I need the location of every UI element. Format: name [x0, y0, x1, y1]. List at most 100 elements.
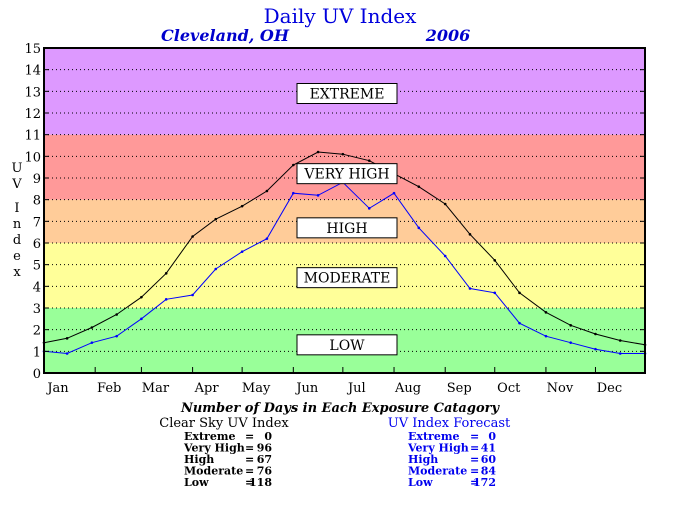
y-axis-label-letter: e [13, 249, 21, 264]
x-tick-label: Jan [45, 381, 69, 396]
data-point [214, 217, 218, 221]
x-tick-label: Mar [142, 381, 170, 396]
data-point [417, 226, 421, 230]
data-point [191, 235, 194, 238]
data-point [140, 295, 143, 299]
summary-row-equals: = [470, 442, 479, 455]
y-tick-label: 11 [24, 129, 41, 144]
data-point [544, 334, 548, 338]
y-tick-label: 12 [24, 107, 41, 122]
band-label-text: MODERATE [304, 271, 391, 287]
chart-title: Daily UV Index [264, 4, 417, 28]
summary-table: Number of Days in Each Exposure Catagory… [159, 401, 511, 489]
summary-row-equals: = [245, 476, 254, 489]
data-point [316, 194, 320, 197]
summary-row-value: 0 [264, 430, 272, 443]
summary-row-label: Extreme [184, 430, 235, 443]
data-point [544, 311, 548, 314]
plot-frame [43, 47, 646, 374]
y-axis-label-letter: n [13, 217, 22, 232]
chart-location: Cleveland, OH [161, 26, 290, 45]
summary-row-label: Low [184, 476, 209, 489]
data-point [115, 313, 118, 316]
band-label-box [296, 334, 398, 356]
summary-row-equals: = [470, 465, 479, 478]
x-tick-label: Jul [346, 381, 366, 396]
data-point [493, 291, 497, 295]
x-tick-label: Oct [497, 381, 521, 396]
data-point [292, 191, 295, 195]
data-point [518, 291, 521, 295]
data-point [90, 341, 94, 344]
data-point [265, 189, 269, 193]
clear-sky-title: Clear Sky UV Index [159, 416, 289, 431]
data-point [518, 321, 521, 325]
data-point [265, 237, 269, 240]
summary-row-value: 76 [257, 465, 273, 478]
y-tick-label: 10 [24, 150, 41, 165]
data-point [443, 202, 447, 206]
summary-row-label: Moderate [408, 465, 467, 478]
summary-heading: Number of Days in Each Exposure Catagory [180, 401, 500, 416]
y-axis-label-letter: V [11, 177, 22, 192]
x-tick-label: Jun [294, 381, 319, 396]
data-point [164, 272, 168, 275]
data-point [115, 334, 118, 338]
y-tick-label: 14 [24, 64, 41, 79]
y-tick-label: 2 [33, 324, 41, 339]
y-tick-label: 4 [33, 280, 41, 295]
y-tick-label: 1 [33, 345, 41, 360]
summary-row-value: 67 [257, 453, 272, 466]
data-point [392, 191, 396, 195]
x-tick-label: Dec [597, 381, 622, 396]
summary-row-label: Extreme [408, 430, 459, 443]
x-tick-label: Feb [97, 381, 121, 396]
summary-row-value: 84 [481, 465, 497, 478]
x-tick-label: May [242, 381, 271, 396]
summary-row-value: 172 [473, 476, 496, 489]
data-point [191, 293, 194, 297]
data-point [569, 341, 573, 344]
band-label-box [296, 267, 398, 289]
data-point [164, 298, 168, 301]
chart-year: 2006 [425, 26, 471, 45]
summary-row-value: 96 [257, 442, 273, 455]
data-point [493, 259, 497, 262]
data-point [240, 204, 244, 208]
x-tick-label: Nov [547, 381, 574, 396]
summary-row-equals: = [245, 453, 254, 466]
data-point [468, 233, 472, 236]
data-point [468, 287, 472, 290]
x-tick-label: Aug [394, 381, 421, 396]
grid-lines [44, 69, 645, 352]
summary-row-label: Moderate [184, 465, 243, 478]
data-point [594, 347, 597, 351]
data-point [443, 254, 447, 258]
data-point [618, 352, 622, 355]
summary-row-value: 41 [481, 442, 496, 455]
y-tick-label: 8 [33, 194, 41, 209]
y-axis-label-letter: d [13, 233, 21, 248]
summary-row-equals: = [470, 430, 479, 443]
data-point [140, 317, 143, 321]
data-point [292, 163, 295, 167]
y-tick-label: 3 [33, 302, 41, 317]
summary-row-label: Low [408, 476, 433, 489]
data-point [341, 152, 345, 156]
data-point [594, 332, 597, 336]
y-tick-label: 0 [33, 367, 41, 382]
band-labels: LOW MODERATE HIGH VERY HIGH EXTREME [296, 83, 398, 356]
band-label-box [296, 83, 398, 104]
summary-row-label: High [408, 453, 438, 466]
band-label-text: LOW [329, 338, 365, 354]
data-point [90, 326, 94, 329]
data-point [240, 250, 244, 253]
data-point [417, 185, 421, 188]
summary-row-equals: = [470, 453, 479, 466]
y-axis-label-letter: x [13, 265, 21, 280]
data-point [618, 339, 622, 342]
y-tick-label: 7 [33, 215, 41, 230]
